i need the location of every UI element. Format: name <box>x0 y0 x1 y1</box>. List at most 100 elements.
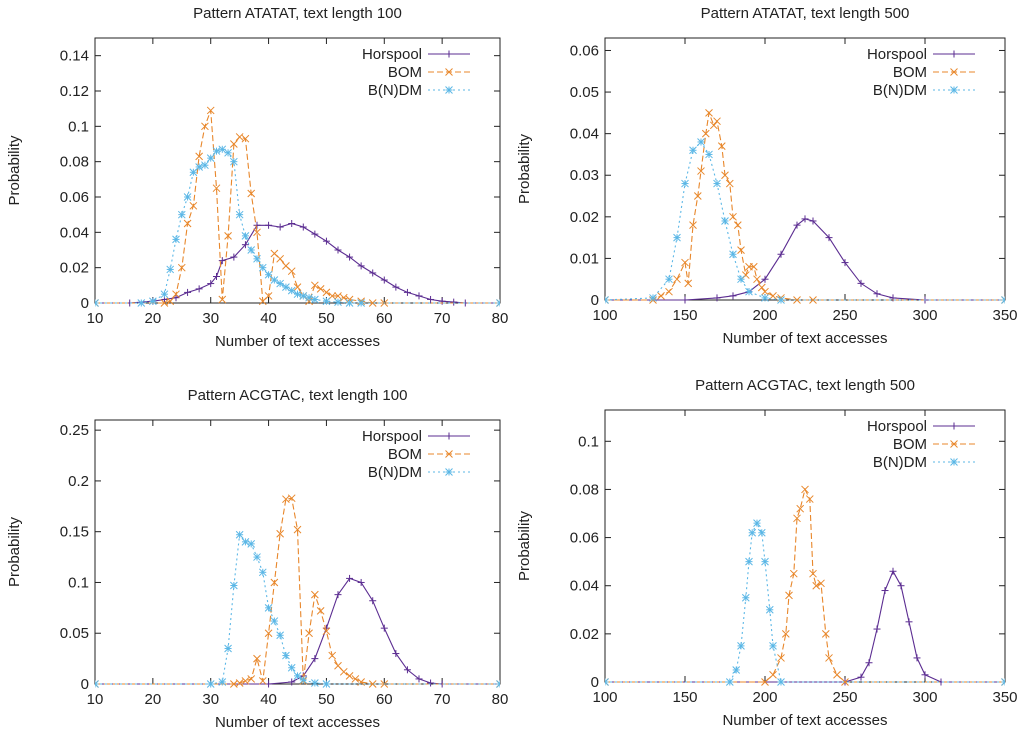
data-point-bndm <box>761 557 769 566</box>
series-bom <box>95 106 500 307</box>
data-point-horspool <box>427 679 435 687</box>
data-point-horspool <box>761 275 769 283</box>
data-point-horspool <box>265 221 273 229</box>
data-point-horspool <box>841 259 849 267</box>
data-point-horspool <box>346 574 354 582</box>
data-point-bndm <box>166 265 175 274</box>
data-point-bndm <box>605 296 609 304</box>
data-point-horspool <box>415 675 423 683</box>
y-tick-label: 0.06 <box>570 530 599 547</box>
data-point-horspool <box>825 234 833 242</box>
data-point-horspool <box>213 273 220 280</box>
legend-marker-horspool <box>950 422 958 430</box>
y-tick-label: 0.05 <box>570 84 599 101</box>
data-point-bndm <box>253 254 261 263</box>
data-point-bndm <box>1001 296 1005 304</box>
data-point-bndm <box>357 299 365 307</box>
y-axis-label: Probability <box>6 516 23 587</box>
data-point-bndm <box>745 557 753 566</box>
data-point-bom <box>701 129 710 138</box>
data-point-bndm <box>149 297 157 306</box>
data-point-horspool <box>392 650 400 658</box>
chart-title: Pattern ACGTAC, text length 100 <box>188 387 408 404</box>
data-point-bom <box>322 288 331 297</box>
data-point-bndm <box>753 519 761 527</box>
data-point-bndm <box>299 292 308 300</box>
x-tick-label: 150 <box>672 307 697 324</box>
series-bom <box>605 485 1005 686</box>
legend-label-bndm: B(N)DM <box>873 454 927 471</box>
data-point-bom <box>183 219 192 228</box>
data-point-bndm <box>697 138 705 146</box>
data-point-bom <box>793 296 801 304</box>
data-point-horspool <box>427 295 435 303</box>
legend-marker-bndm <box>445 86 453 94</box>
chart-panel-4: Pattern ACGTAC, text length 500 100 150 200… <box>516 377 1018 729</box>
data-point-horspool <box>288 220 296 227</box>
data-point-bndm <box>311 295 319 304</box>
data-point-bom <box>841 678 849 686</box>
data-point-horspool <box>801 215 809 223</box>
data-point-horspool <box>921 671 929 679</box>
data-point-horspool <box>415 292 423 300</box>
data-point-horspool <box>311 655 319 663</box>
data-point-bom <box>264 629 273 638</box>
data-point-bom <box>258 677 267 685</box>
data-point-bndm <box>757 528 766 537</box>
data-point-bndm <box>605 678 609 686</box>
legend-marker-horspool <box>950 50 958 58</box>
data-point-bndm <box>137 299 146 307</box>
y-tick-label: 0 <box>81 676 89 693</box>
data-point-bndm <box>230 157 238 166</box>
y-axis-label: Probability <box>516 133 533 204</box>
data-point-bndm <box>270 617 279 625</box>
series-bndm <box>95 145 500 307</box>
data-point-horspool <box>889 567 897 575</box>
data-point-bndm <box>334 298 342 306</box>
data-point-horspool <box>322 237 330 245</box>
data-point-horspool <box>230 253 238 261</box>
data-point-horspool <box>681 296 689 304</box>
data-point-horspool <box>288 678 296 686</box>
data-point-bom <box>817 579 825 588</box>
y-tick-label: 0.08 <box>570 481 599 498</box>
chart-title: Pattern ACGTAC, text length 500 <box>695 377 915 394</box>
data-point-bndm <box>224 148 232 157</box>
data-point-horspool <box>403 288 411 296</box>
data-point-bndm <box>189 168 198 177</box>
data-point-bom <box>293 283 302 291</box>
series-line-bndm <box>95 533 500 685</box>
y-tick-label: 0.04 <box>60 224 89 241</box>
series-line-bom <box>95 110 500 304</box>
y-tick-label: 0.06 <box>60 189 89 206</box>
data-point-bom <box>351 675 360 683</box>
data-point-bom <box>247 189 256 198</box>
data-point-bom <box>224 232 232 240</box>
data-point-horspool <box>334 246 342 254</box>
legend-marker-bom <box>950 68 958 76</box>
data-point-horspool <box>793 221 801 229</box>
data-point-bndm <box>665 275 673 284</box>
chart-title: Pattern ATATAT, text length 500 <box>701 5 910 22</box>
data-point-bom <box>253 654 261 663</box>
data-point-bndm <box>737 275 745 284</box>
data-point-horspool <box>299 223 307 231</box>
x-tick-label: 250 <box>832 689 857 706</box>
x-tick-label: 10 <box>87 310 104 327</box>
data-point-bom <box>201 122 209 131</box>
data-point-bom <box>729 212 737 221</box>
legend-label-horspool: Horspool <box>362 428 422 445</box>
data-point-bom <box>334 292 342 300</box>
series-line-bom <box>605 487 1005 683</box>
y-tick-label: 0.14 <box>60 48 89 65</box>
x-tick-label: 150 <box>672 689 697 706</box>
legend-marker-bndm <box>950 458 958 466</box>
legend-marker-bndm <box>445 468 453 476</box>
data-point-horspool <box>380 624 388 632</box>
data-point-horspool <box>241 241 249 249</box>
data-point-horspool <box>184 288 192 296</box>
data-point-bndm <box>1001 678 1005 686</box>
x-tick-label: 200 <box>752 689 777 706</box>
